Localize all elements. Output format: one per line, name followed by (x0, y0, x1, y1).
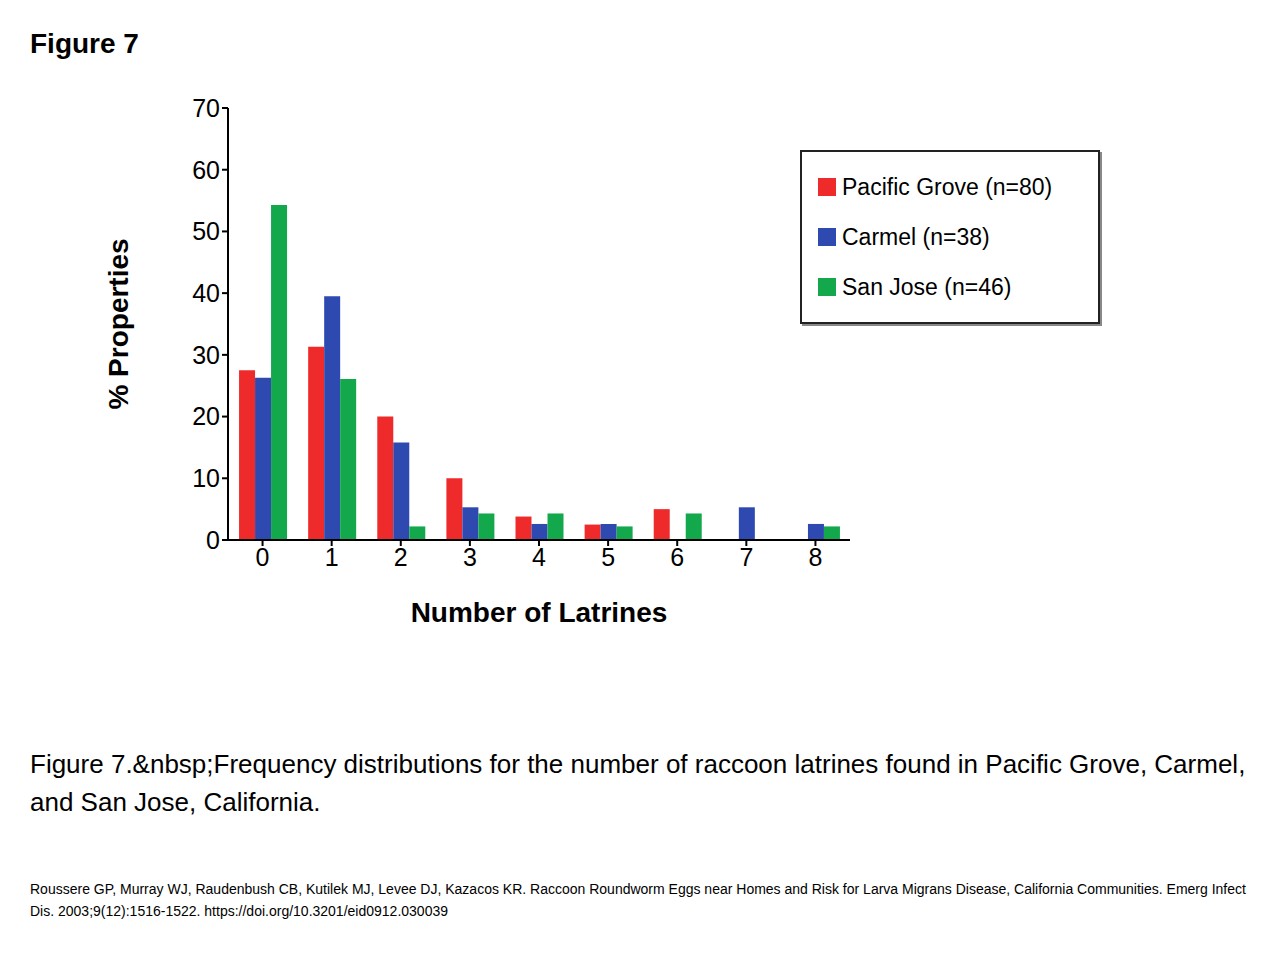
svg-text:2: 2 (394, 543, 408, 571)
svg-text:40: 40 (192, 279, 220, 307)
html-text:Carmel (n=38): Carmel (n=38) (842, 223, 990, 250)
svg-text:7: 7 (739, 543, 753, 571)
svg-text:0: 0 (256, 543, 270, 571)
svg-text:70: 70 (192, 94, 220, 122)
html-text:Roussere GP, Murray WJ, Rauden: Roussere GP, Murray WJ, Raudenbush CB, K… (30, 881, 1246, 919)
html-text:San Jose (n=46): San Jose (n=46) (842, 273, 1012, 300)
svg-text:6: 6 (670, 543, 684, 571)
svg-text:10: 10 (192, 464, 220, 492)
svg-text:1: 1 (325, 543, 339, 571)
svg-text:4: 4 (532, 543, 546, 571)
svg-text:60: 60 (192, 156, 220, 184)
svg-text:30: 30 (192, 341, 220, 369)
svg-text:0: 0 (206, 526, 220, 554)
html-text:Pacific Grove (n=80): Pacific Grove (n=80) (842, 173, 1053, 200)
svg-text:5: 5 (601, 543, 615, 571)
html-text:Figure 7: Figure 7 (30, 28, 139, 59)
svg-text:50: 50 (192, 217, 220, 245)
svg-text:% Properties: % Properties (103, 238, 134, 409)
svg-text:3: 3 (463, 543, 477, 571)
svg-text:Number of Latrines: Number of Latrines (411, 597, 668, 628)
svg-text:20: 20 (192, 402, 220, 430)
html-text:Figure 7.&nbsp;Frequency distr: Figure 7.&nbsp;Frequency distributions f… (30, 749, 1246, 817)
svg-text:8: 8 (808, 543, 822, 571)
